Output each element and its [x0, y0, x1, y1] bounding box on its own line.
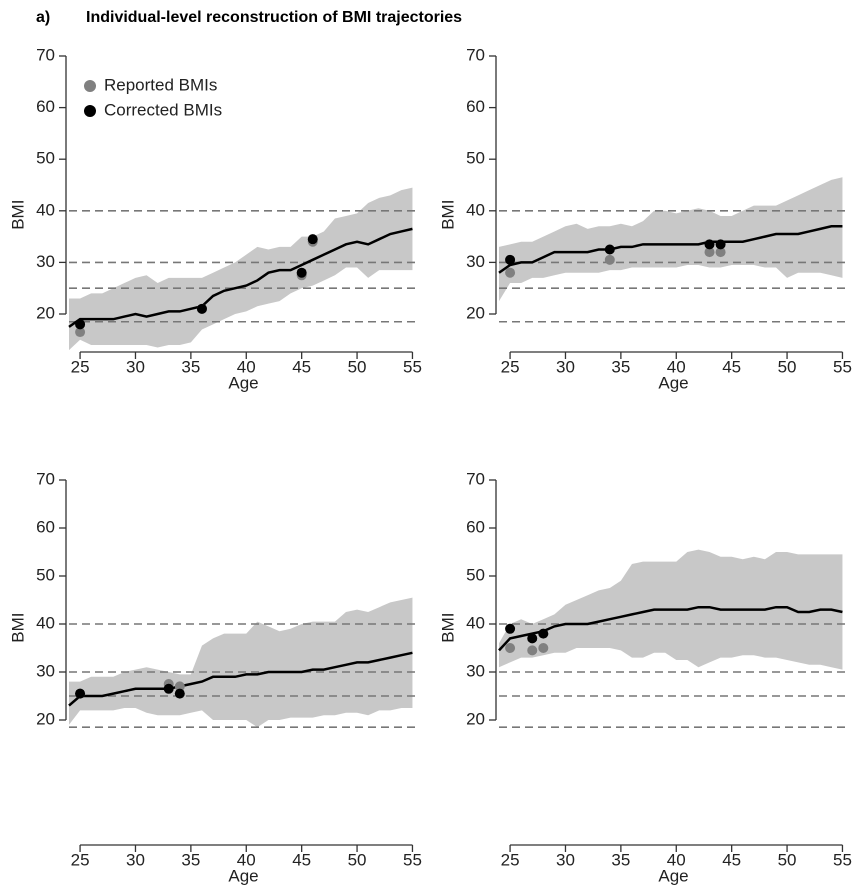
bmi-point [196, 303, 207, 314]
y-tick-label: 40 [466, 613, 485, 632]
bmi-point [538, 628, 549, 639]
y-tick-label: 20 [466, 303, 485, 322]
y-tick-label: 30 [466, 661, 485, 680]
median-line [498, 225, 843, 274]
bmi-point [163, 683, 174, 694]
x-tick-label: 45 [722, 357, 741, 376]
y-tick-label: 40 [36, 200, 55, 219]
x-tick-label: 55 [403, 357, 422, 376]
bmi-point [527, 645, 538, 656]
y-tick-label: 70 [466, 469, 485, 488]
x-tick-label: 40 [667, 850, 686, 869]
bmi-point [527, 633, 538, 644]
y-tick-label: 20 [466, 709, 485, 728]
x-axis-title: Age [228, 373, 258, 392]
y-axis-title: BMI [8, 200, 27, 230]
y-tick-label: 50 [36, 149, 55, 168]
x-tick-label: 50 [348, 850, 367, 869]
interval-band [69, 597, 413, 728]
bmi-point [174, 688, 185, 699]
bmi-point [307, 234, 318, 245]
x-tick-label: 40 [667, 357, 686, 376]
x-tick-label: 45 [292, 850, 311, 869]
x-tick-label: 30 [556, 357, 575, 376]
y-tick-label: 30 [466, 252, 485, 271]
bmi-point [75, 319, 86, 330]
legend-label: Corrected BMIs [104, 100, 222, 119]
y-tick-label: 30 [36, 252, 55, 271]
figure-title: Individual-level reconstruction of BMI t… [86, 9, 462, 26]
x-axis-title: Age [228, 866, 258, 885]
bmi-point [704, 239, 715, 250]
y-tick-label: 60 [466, 517, 485, 536]
y-tick-label: 60 [36, 517, 55, 536]
y-tick-label: 60 [36, 97, 55, 116]
y-tick-label: 50 [36, 565, 55, 584]
bmi-point [174, 681, 185, 692]
x-tick-label: 50 [778, 850, 797, 869]
x-tick-label: 25 [501, 850, 520, 869]
x-tick-label: 25 [71, 357, 90, 376]
bmi-point [715, 239, 726, 250]
y-axis-title: BMI [438, 612, 457, 642]
y-tick-label: 20 [36, 709, 55, 728]
x-tick-label: 55 [833, 357, 852, 376]
x-tick-label: 25 [71, 850, 90, 869]
x-tick-label: 35 [611, 357, 630, 376]
x-tick-label: 45 [722, 850, 741, 869]
y-axis-title: BMI [438, 200, 457, 230]
x-tick-label: 40 [237, 850, 256, 869]
x-tick-label: 40 [237, 357, 256, 376]
y-tick-label: 20 [36, 303, 55, 322]
interval-band [69, 187, 413, 351]
x-axis-title: Age [658, 866, 688, 885]
x-tick-label: 35 [611, 850, 630, 869]
bmi-point [704, 247, 715, 258]
bmi-point [296, 267, 307, 278]
median-line [498, 605, 843, 652]
median-line [68, 227, 413, 328]
bmi-point [604, 244, 615, 255]
bmi-point [505, 643, 516, 653]
x-tick-label: 30 [556, 850, 575, 869]
panel-label: a) [36, 9, 50, 26]
x-tick-label: 30 [126, 357, 145, 376]
bmi-point [604, 254, 615, 265]
x-tick-label: 55 [833, 850, 852, 869]
x-tick-label: 35 [181, 357, 200, 376]
legend-marker [84, 80, 96, 92]
legend-label: Reported BMIs [104, 75, 217, 94]
y-tick-label: 50 [466, 565, 485, 584]
x-tick-label: 55 [403, 850, 422, 869]
x-tick-label: 25 [501, 357, 520, 376]
y-tick-label: 40 [36, 613, 55, 632]
x-tick-label: 50 [778, 357, 797, 376]
interval-band [499, 177, 843, 302]
y-tick-label: 30 [36, 661, 55, 680]
y-tick-label: 50 [466, 149, 485, 168]
bmi-point [75, 327, 86, 338]
x-tick-label: 45 [292, 357, 311, 376]
bmi-point [505, 254, 516, 265]
bmi-point [715, 247, 726, 258]
y-tick-label: 70 [36, 469, 55, 488]
x-tick-label: 30 [126, 850, 145, 869]
y-tick-label: 70 [466, 45, 485, 64]
x-tick-label: 35 [181, 850, 200, 869]
y-tick-label: 60 [466, 97, 485, 116]
legend-marker [84, 105, 96, 117]
y-axis-title: BMI [8, 612, 27, 642]
bmi-point [75, 688, 86, 699]
bmi-point [505, 267, 516, 278]
y-tick-label: 70 [36, 45, 55, 64]
y-tick-label: 40 [466, 200, 485, 219]
bmi-point [505, 623, 516, 634]
bmi-point [538, 643, 549, 653]
median-line [68, 651, 413, 707]
x-tick-label: 50 [348, 357, 367, 376]
x-axis-title: Age [658, 373, 688, 392]
